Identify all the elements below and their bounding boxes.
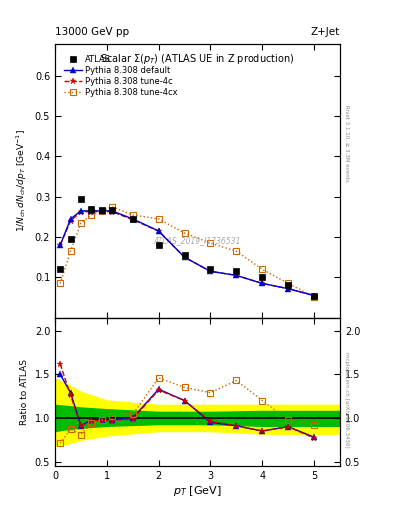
Pythia 8.308 default: [79, 208, 83, 214]
ATLAS: [99, 206, 104, 212]
ATLAS: [68, 236, 73, 242]
Pythia 8.308 tune-4cx: [99, 208, 104, 214]
Pythia 8.308 default: [312, 292, 316, 298]
Text: Rivet 3.1.10, ≥ 3.3M events: Rivet 3.1.10, ≥ 3.3M events: [344, 105, 349, 182]
ATLAS: [110, 206, 114, 212]
Text: Z+Jet: Z+Jet: [311, 27, 340, 37]
Pythia 8.308 tune-4c: [79, 208, 83, 215]
Pythia 8.308 default: [99, 208, 104, 214]
Pythia 8.308 default: [58, 242, 62, 248]
Pythia 8.308 default: [260, 281, 264, 287]
ATLAS: [260, 274, 264, 281]
Pythia 8.308 tune-4cx: [79, 220, 83, 226]
Y-axis label: $1/N_\mathrm{ch}\,dN_\mathrm{ch}/dp_T$ [GeV$^{-1}$]: $1/N_\mathrm{ch}\,dN_\mathrm{ch}/dp_T$ […: [15, 129, 29, 232]
ATLAS: [130, 216, 135, 222]
Pythia 8.308 default: [130, 216, 135, 222]
ATLAS: [182, 252, 187, 258]
ATLAS: [312, 292, 316, 298]
Pythia 8.308 tune-4cx: [110, 204, 114, 210]
Pythia 8.308 tune-4cx: [58, 281, 62, 287]
Pythia 8.308 tune-4c: [99, 208, 104, 215]
Pythia 8.308 default: [110, 208, 114, 214]
Pythia 8.308 tune-4c: [208, 268, 213, 274]
Y-axis label: Ratio to ATLAS: Ratio to ATLAS: [20, 359, 29, 425]
ATLAS: [156, 242, 161, 248]
Pythia 8.308 default: [68, 216, 73, 222]
Pythia 8.308 tune-4c: [110, 208, 114, 215]
Pythia 8.308 tune-4cx: [312, 294, 316, 300]
ATLAS: [79, 196, 83, 202]
Pythia 8.308 tune-4c: [286, 286, 290, 292]
Text: mcplots.cern.ch [arXiv:1306.3436]: mcplots.cern.ch [arXiv:1306.3436]: [344, 352, 349, 447]
Legend: ATLAS, Pythia 8.308 default, Pythia 8.308 tune-4c, Pythia 8.308 tune-4cx: ATLAS, Pythia 8.308 default, Pythia 8.30…: [62, 53, 180, 99]
Pythia 8.308 default: [234, 272, 239, 279]
Pythia 8.308 tune-4c: [260, 281, 264, 287]
Pythia 8.308 default: [182, 254, 187, 260]
Pythia 8.308 default: [208, 268, 213, 274]
Text: 13000 GeV pp: 13000 GeV pp: [55, 27, 129, 37]
Pythia 8.308 tune-4c: [312, 292, 316, 298]
Pythia 8.308 tune-4cx: [68, 248, 73, 254]
ATLAS: [286, 283, 290, 289]
ATLAS: [89, 206, 94, 212]
Line: Pythia 8.308 tune-4c: Pythia 8.308 tune-4c: [57, 208, 318, 299]
Pythia 8.308 tune-4c: [89, 208, 94, 215]
Pythia 8.308 tune-4cx: [260, 266, 264, 272]
Text: ATLAS_2019_I1736531: ATLAS_2019_I1736531: [154, 237, 241, 245]
Pythia 8.308 default: [286, 286, 290, 292]
Pythia 8.308 tune-4cx: [234, 248, 239, 254]
Pythia 8.308 tune-4cx: [286, 281, 290, 287]
Pythia 8.308 default: [156, 228, 161, 234]
Text: Scalar $\Sigma(p_T)$ (ATLAS UE in Z production): Scalar $\Sigma(p_T)$ (ATLAS UE in Z prod…: [100, 52, 295, 66]
Pythia 8.308 tune-4cx: [89, 212, 94, 218]
X-axis label: $p_T$ [GeV]: $p_T$ [GeV]: [173, 483, 222, 498]
Pythia 8.308 tune-4c: [182, 254, 187, 260]
ATLAS: [58, 266, 62, 272]
Pythia 8.308 tune-4c: [234, 272, 239, 279]
Pythia 8.308 tune-4c: [156, 228, 161, 234]
Pythia 8.308 tune-4c: [68, 218, 73, 224]
Pythia 8.308 tune-4c: [58, 242, 62, 248]
Line: Pythia 8.308 default: Pythia 8.308 default: [57, 208, 317, 298]
Pythia 8.308 tune-4cx: [182, 230, 187, 236]
Line: Pythia 8.308 tune-4cx: Pythia 8.308 tune-4cx: [57, 204, 317, 300]
Pythia 8.308 tune-4c: [130, 217, 135, 223]
Pythia 8.308 tune-4cx: [156, 216, 161, 222]
Pythia 8.308 tune-4cx: [130, 212, 135, 218]
Pythia 8.308 tune-4cx: [208, 240, 213, 246]
ATLAS: [234, 268, 239, 274]
Pythia 8.308 default: [89, 208, 94, 214]
ATLAS: [208, 266, 213, 272]
Line: ATLAS: ATLAS: [57, 196, 317, 298]
